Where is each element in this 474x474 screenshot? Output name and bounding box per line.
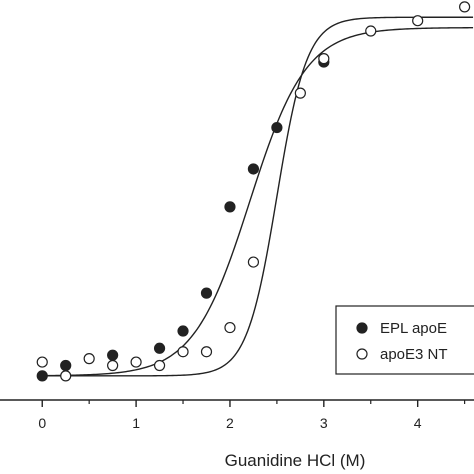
fit-curves <box>37 16 474 377</box>
axes: 0 1 2 3 4 <box>0 399 474 431</box>
legend-label-2: apoE3 NT <box>380 346 448 363</box>
data-point-filled <box>107 349 119 361</box>
legend-label-1: EPL apoE <box>380 320 447 337</box>
x-tick-label: 0 <box>38 415 46 431</box>
x-tick-label: 1 <box>132 415 140 431</box>
data-point-filled <box>153 342 166 354</box>
data-point-open <box>36 356 48 368</box>
data-point-filled <box>60 359 72 372</box>
x-tick-label: 4 <box>414 415 422 431</box>
x-axis-title: Guanidine HCl (M) <box>225 451 366 470</box>
x-tick-label: 3 <box>320 415 328 431</box>
data-point-filled <box>224 201 236 213</box>
data-point-open <box>107 359 119 372</box>
data-points <box>36 1 471 382</box>
x-tick-label: 2 <box>226 415 234 431</box>
legend: EPL apoE apoE3 NT <box>335 305 474 375</box>
data-point-filled <box>177 325 189 337</box>
data-point-filled <box>247 163 260 175</box>
legend-box <box>335 305 474 375</box>
data-point-open <box>365 25 377 37</box>
data-point-filled <box>271 121 283 134</box>
data-point-open <box>177 346 189 358</box>
data-point-open <box>130 356 142 368</box>
data-point-open <box>247 256 260 268</box>
data-point-open <box>153 359 166 372</box>
data-point-filled <box>36 370 48 382</box>
data-point-filled <box>200 287 213 299</box>
data-point-open <box>294 87 306 99</box>
data-point-open <box>412 15 424 27</box>
legend-marker-1 <box>356 322 368 334</box>
data-point-open <box>318 53 330 65</box>
fit-curve-1 <box>37 27 474 377</box>
legend-marker-2 <box>356 348 368 360</box>
data-point-open <box>60 370 72 382</box>
data-point-open <box>224 321 236 334</box>
data-point-open <box>83 353 95 365</box>
data-point-open <box>200 346 213 358</box>
fit-curve-2 <box>37 16 474 377</box>
data-point-open <box>459 1 471 13</box>
